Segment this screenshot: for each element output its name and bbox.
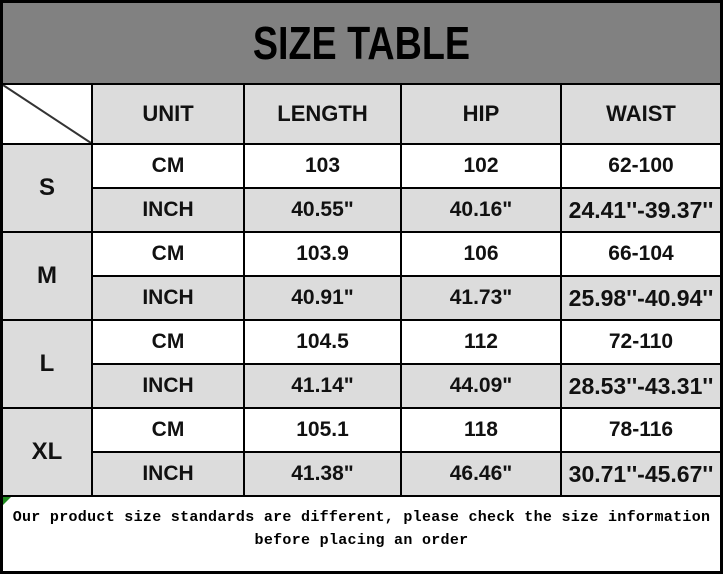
value-cell: 30.71''-45.67'' — [562, 453, 720, 497]
column-header-waist: WAIST — [562, 85, 720, 145]
value-cell: 66-104 — [562, 233, 720, 277]
unit-cell-inch: INCH — [93, 453, 245, 497]
size-grid: UNIT LENGTH HIP WAIST S CM 103 102 62-10… — [3, 85, 720, 497]
value-cell: 105.1 — [245, 409, 402, 453]
value-cell: 25.98''-40.94'' — [562, 277, 720, 321]
note-corner-marker-icon — [3, 497, 11, 505]
column-header-length: LENGTH — [245, 85, 402, 145]
corner-cell — [3, 85, 93, 145]
value-cell: 118 — [402, 409, 562, 453]
value-cell: 106 — [402, 233, 562, 277]
diagonal-line-icon — [3, 85, 91, 143]
unit-cell-cm: CM — [93, 233, 245, 277]
value-cell: 44.09" — [402, 365, 562, 409]
value-cell: 104.5 — [245, 321, 402, 365]
value-cell: 41.14" — [245, 365, 402, 409]
column-header-hip: HIP — [402, 85, 562, 145]
size-label-xl: XL — [3, 409, 93, 497]
value-cell: 46.46" — [402, 453, 562, 497]
value-cell: 62-100 — [562, 145, 720, 189]
unit-cell-inch: INCH — [93, 189, 245, 233]
value-cell: 102 — [402, 145, 562, 189]
value-cell: 41.73" — [402, 277, 562, 321]
note-line-1: Our product size standards are different… — [12, 509, 711, 526]
value-cell: 24.41''-39.37'' — [562, 189, 720, 233]
value-cell: 40.91" — [245, 277, 402, 321]
value-cell: 103 — [245, 145, 402, 189]
note-line-2: before placing an order — [254, 532, 469, 549]
value-cell: 103.9 — [245, 233, 402, 277]
value-cell: 78-116 — [562, 409, 720, 453]
unit-cell-inch: INCH — [93, 365, 245, 409]
unit-cell-cm: CM — [93, 145, 245, 189]
size-label-l: L — [3, 321, 93, 409]
value-cell: 72-110 — [562, 321, 720, 365]
page-title: SIZE TABLE — [252, 17, 471, 69]
size-note: Our product size standards are different… — [3, 497, 720, 571]
value-cell: 40.55" — [245, 189, 402, 233]
size-label-m: M — [3, 233, 93, 321]
value-cell: 28.53''-43.31'' — [562, 365, 720, 409]
value-cell: 41.38" — [245, 453, 402, 497]
unit-cell-cm: CM — [93, 321, 245, 365]
column-header-unit: UNIT — [93, 85, 245, 145]
value-cell: 112 — [402, 321, 562, 365]
size-label-s: S — [3, 145, 93, 233]
title-band: SIZE TABLE — [3, 3, 720, 85]
unit-cell-inch: INCH — [93, 277, 245, 321]
value-cell: 40.16" — [402, 189, 562, 233]
unit-cell-cm: CM — [93, 409, 245, 453]
